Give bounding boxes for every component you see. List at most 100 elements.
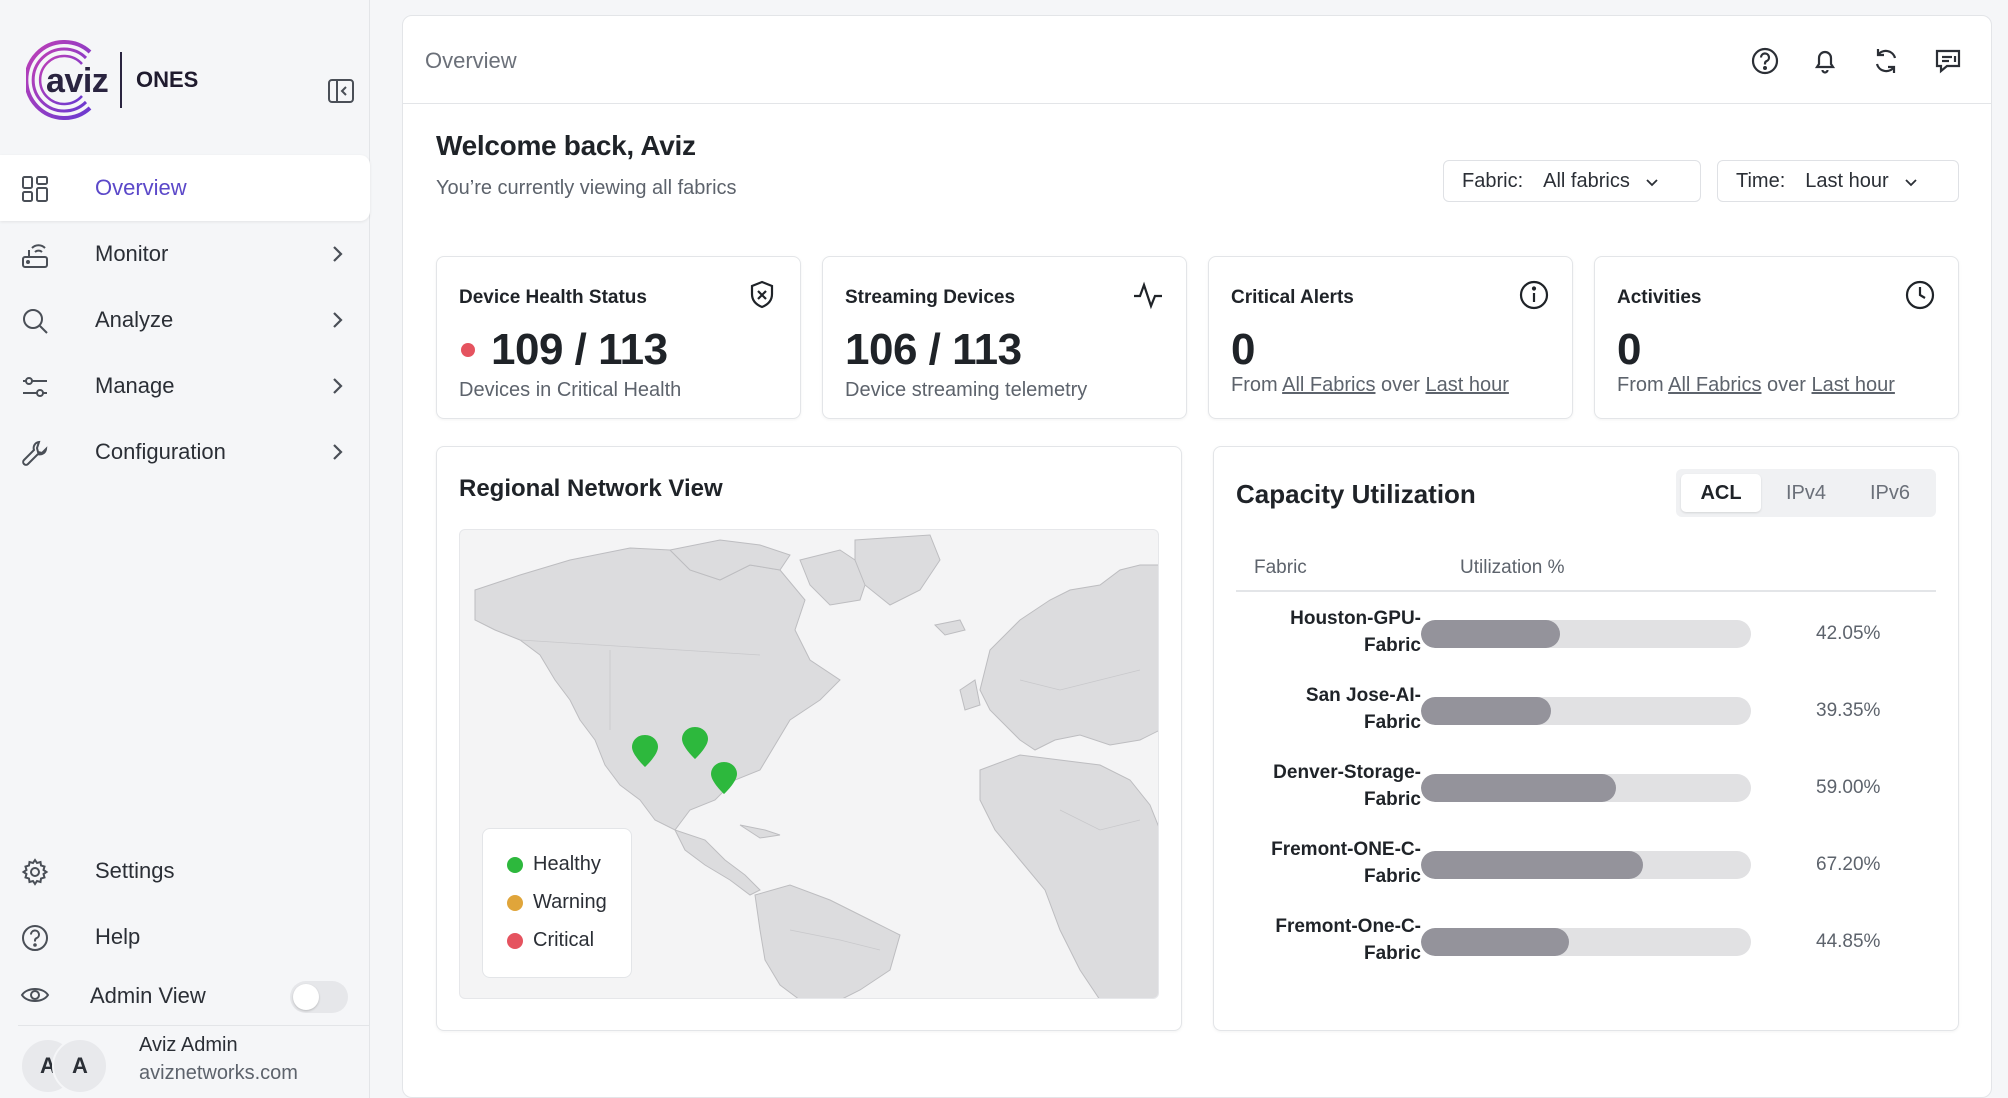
sidebar: aviz ONES Overview Monitor Analyze [0,0,370,1098]
utilization-value: 42.05% [1816,623,1881,644]
time-filter-label: Time: [1736,169,1786,192]
chevron-right-icon [326,243,348,265]
card-value: 0 [1231,325,1255,374]
activities-card[interactable]: Activities 0 From All Fabrics over Last … [1594,256,1959,419]
brand-logo[interactable]: aviz ONES [24,40,199,120]
table-row[interactable]: San Jose-AI- Fabric 39.35% [1236,674,1936,744]
sidebar-item-analyze[interactable]: Analyze [0,287,370,353]
sidebar-item-label: Analyze [95,307,174,332]
regional-network-panel: Regional Network View [436,446,1182,1031]
tab-ipv6[interactable]: IPv6 [1869,481,1911,504]
chevron-right-icon [326,441,348,463]
fabric-name-line: San Jose-AI- [1305,685,1421,706]
column-header-fabric[interactable]: Fabric [1254,557,1307,578]
help-icon [20,923,50,953]
table-row[interactable]: Fremont-ONE-C- Fabric 67.20% [1236,828,1936,898]
card-subtitle: From All Fabrics over Last hour [1617,374,1895,397]
utilization-bar [1421,928,1751,956]
sidebar-item-manage[interactable]: Manage [0,353,370,419]
breadcrumb: Overview [425,48,517,73]
capacity-tabs: ACL IPv4 IPv6 [1676,469,1936,517]
utilization-bar-fill [1421,774,1616,802]
bell-icon[interactable] [1809,45,1841,77]
activity-icon [1132,279,1164,311]
card-value: 106 / 113 [845,325,1022,374]
sidebar-item-overview[interactable]: Overview [0,155,370,221]
sidebar-collapse-icon[interactable] [326,76,356,106]
utilization-value: 59.00% [1816,777,1881,798]
sidebar-item-configuration[interactable]: Configuration [0,419,370,485]
utilization-bar-fill [1421,697,1551,725]
column-header-utilization[interactable]: Utilization % [1460,557,1565,578]
fabric-name-line: Fabric [1363,943,1421,964]
admin-view-label: Admin View [90,983,206,1008]
world-map[interactable]: Healthy Warning Critical [459,529,1159,999]
sidebar-item-label: Help [95,924,141,949]
time-filter-dropdown[interactable]: Time: Last hour [1717,160,1959,202]
utilization-bar [1421,697,1751,725]
avatar-group[interactable]: A A [20,1038,110,1094]
sub-prefix: From [1231,374,1278,396]
avatar: A [52,1038,108,1094]
card-title: Device Health Status [459,287,647,308]
refresh-icon[interactable] [1870,45,1902,77]
utilization-value: 44.85% [1816,931,1881,952]
sidebar-item-label: Monitor [95,241,169,266]
utilization-bar [1421,851,1751,879]
table-row[interactable]: Houston-GPU- Fabric 42.05% [1236,597,1936,667]
chevron-down-icon [1903,173,1919,189]
tab-ipv4[interactable]: IPv4 [1785,481,1827,504]
sidebar-item-label: Manage [95,373,175,398]
search-icon [20,306,50,336]
fabric-name: Fremont-ONE-C- Fabric [1221,836,1421,890]
fabric-name-line: Denver-Storage- [1273,762,1421,783]
card-value: 0 [1617,325,1641,374]
fabric-filter-dropdown[interactable]: Fabric: All fabrics [1443,160,1701,202]
info-icon [1518,279,1550,311]
all-fabrics-link[interactable]: All Fabrics [1668,374,1762,396]
card-title: Critical Alerts [1231,287,1354,308]
utilization-bar [1421,620,1751,648]
legend-dot [507,894,523,911]
capacity-utilization-panel: Capacity Utilization ACL IPv4 IPv6 Fabri… [1213,446,1959,1031]
user-name: Aviz Admin [139,1034,238,1056]
last-hour-link[interactable]: Last hour [1811,374,1895,396]
all-fabrics-link[interactable]: All Fabrics [1282,374,1376,396]
sidebar-item-help[interactable]: Help [0,904,370,970]
feedback-icon[interactable] [1932,45,1964,77]
streaming-devices-card[interactable]: Streaming Devices 106 / 113 Device strea… [822,256,1187,419]
sub-mid: over [1381,374,1420,396]
wrench-icon [20,438,50,468]
help-icon[interactable] [1749,45,1781,77]
eye-icon [20,980,50,1010]
fabric-name-line: Houston-GPU- [1290,608,1421,629]
legend-dot [507,932,523,949]
fabric-name-line: Fabric [1363,866,1421,887]
sidebar-nav: Overview Monitor Analyze Manage [0,155,370,485]
critical-alerts-card[interactable]: Critical Alerts 0 From All Fabrics over … [1208,256,1573,419]
card-title: Activities [1617,287,1702,308]
card-title: Streaming Devices [845,287,1016,308]
tab-acl[interactable]: ACL [1681,474,1761,512]
router-icon [20,240,50,270]
card-subtitle: From All Fabrics over Last hour [1231,374,1509,397]
card-subtitle: Devices in Critical Health [459,379,682,401]
table-row[interactable]: Denver-Storage- Fabric 59.00% [1236,751,1936,821]
sidebar-bottom-nav: Settings Help [0,838,370,970]
fabric-name: Fremont-One-C- Fabric [1221,913,1421,967]
sidebar-item-settings[interactable]: Settings [0,838,370,904]
table-header-divider [1236,590,1936,592]
sidebar-item-monitor[interactable]: Monitor [0,221,370,287]
sidebar-item-label: Overview [95,175,187,200]
table-row[interactable]: Fremont-One-C- Fabric 44.85% [1236,905,1936,975]
product-name: ONES [136,67,199,92]
admin-view-toggle[interactable] [290,981,348,1013]
legend-label: Critical [533,929,595,951]
last-hour-link[interactable]: Last hour [1425,374,1509,396]
critical-status-dot [461,343,475,357]
divider [18,1025,370,1026]
utilization-bar-fill [1421,620,1560,648]
utilization-bar-fill [1421,928,1569,956]
device-health-card[interactable]: Device Health Status 109 / 113 Devices i… [436,256,801,419]
legend-item-critical: Critical [507,929,594,952]
